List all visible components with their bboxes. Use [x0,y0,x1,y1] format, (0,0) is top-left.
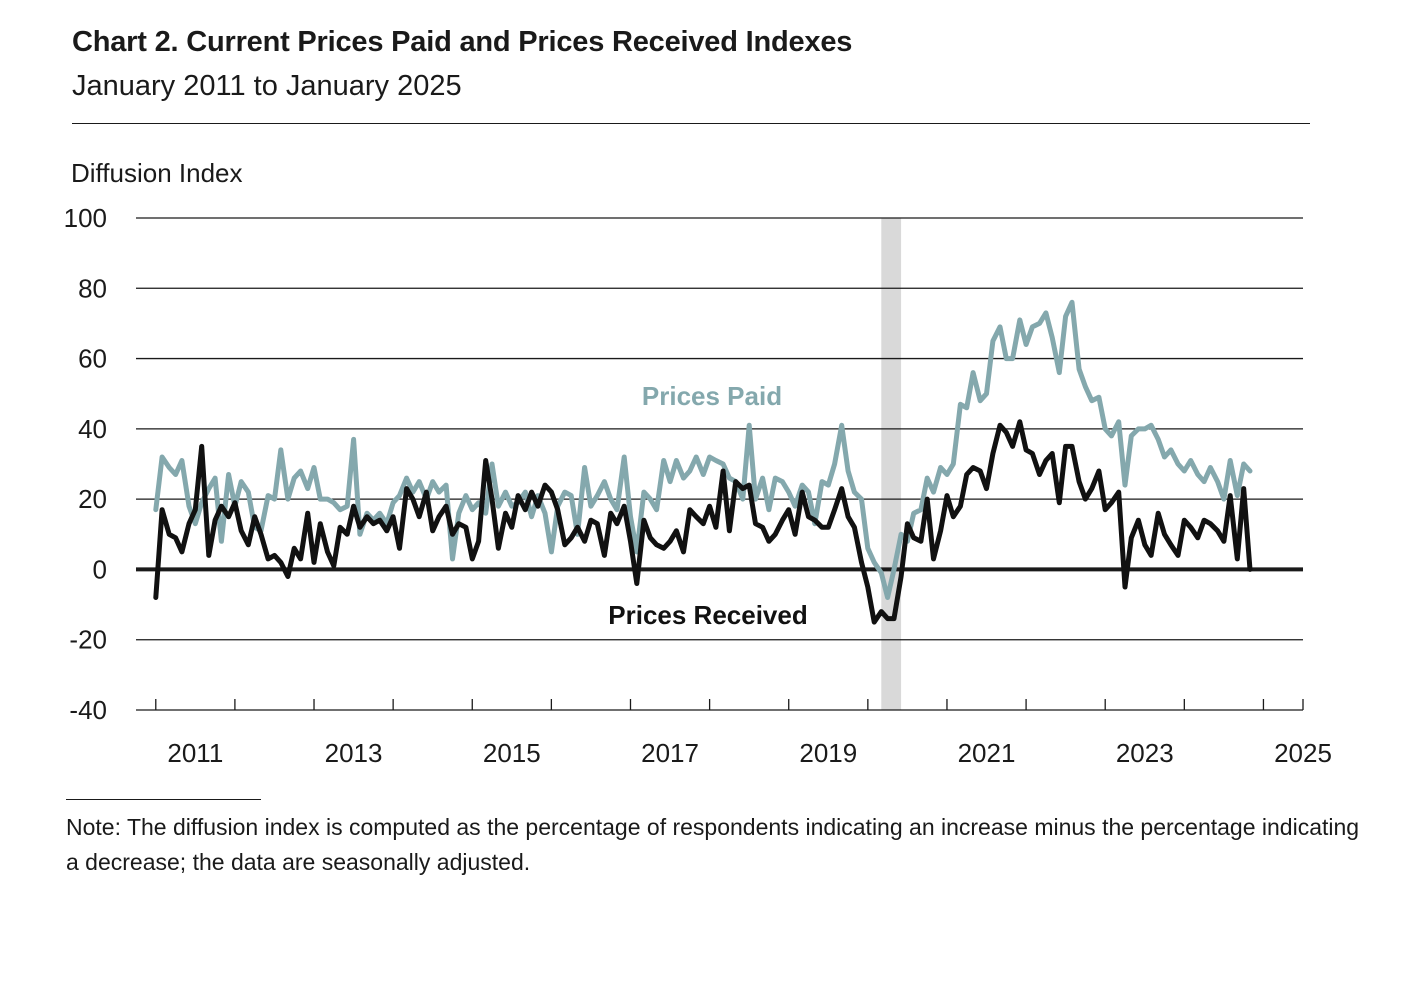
y-tick-label: 80 [78,273,107,303]
x-tick-label: 2011 [167,738,223,768]
x-tick-label: 2015 [483,738,541,768]
chart-subtitle: January 2011 to January 2025 [72,70,462,102]
y-tick-label: -20 [69,625,107,655]
x-tick-label: 2023 [1116,738,1174,768]
title-divider [72,123,1310,124]
y-tick-label: 20 [78,484,107,514]
x-tick-label: 2025 [1274,738,1332,768]
y-tick-label: 100 [64,203,107,233]
x-tick-label: 2021 [958,738,1016,768]
x-tick-label: 2019 [799,738,857,768]
note-divider [66,799,261,800]
prices-received-line [153,419,1253,625]
y-tick-label: 40 [78,414,107,444]
prices-paid-line [153,299,1253,600]
y-tick-label: 0 [93,554,107,584]
y-tick-label: 60 [78,344,107,374]
y-axis-label: Diffusion Index [71,158,243,188]
recession-shade [881,218,902,710]
x-tick-label: 2017 [641,738,699,768]
footnote: Note: The diffusion index is computed as… [66,814,1360,875]
chart-title: Chart 2. Current Prices Paid and Prices … [72,26,853,58]
x-tick-label: 2013 [325,738,383,768]
recession-shading-layer [881,218,902,710]
x-axis-ticks: 2011 2013 2015 2017 2019 2021 2023 2025 [155,699,1332,768]
series-lines [153,299,1253,625]
y-tick-label: -40 [69,695,107,725]
y-axis-tick-labels: -40 -20 0 20 40 60 80 100 [64,203,107,725]
prices-received-label: Prices Received [608,600,807,630]
prices-paid-label: Prices Paid [642,381,782,411]
